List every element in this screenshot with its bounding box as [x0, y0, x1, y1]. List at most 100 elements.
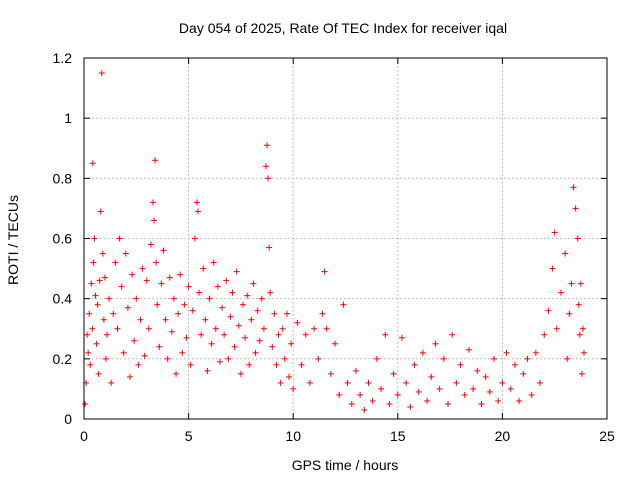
data-point — [173, 370, 180, 377]
data-point — [179, 349, 186, 356]
data-point — [419, 349, 426, 356]
data-point — [118, 283, 125, 290]
data-point — [378, 385, 385, 392]
data-point — [286, 373, 293, 380]
data-point — [306, 379, 313, 386]
data-point — [390, 370, 397, 377]
data-point — [551, 229, 558, 236]
data-point — [84, 331, 91, 338]
data-point — [365, 379, 372, 386]
data-point — [553, 325, 560, 332]
data-point — [158, 280, 165, 287]
data-point — [239, 301, 246, 308]
data-point — [357, 391, 364, 398]
data-point — [352, 367, 359, 374]
data-point — [499, 379, 506, 386]
data-point — [175, 310, 182, 317]
data-point — [86, 310, 93, 317]
data-point — [373, 355, 380, 362]
data-point — [361, 406, 368, 413]
data-point — [449, 331, 456, 338]
data-point — [139, 265, 146, 272]
y-axis-label: ROTI / TECUs — [5, 195, 21, 285]
data-point — [461, 391, 468, 398]
data-point — [150, 199, 157, 206]
data-point — [277, 379, 284, 386]
y-tick-label: 0.6 — [53, 231, 73, 247]
data-point — [428, 373, 435, 380]
data-point — [242, 334, 249, 341]
data-point — [271, 310, 278, 317]
data-point — [520, 370, 527, 377]
data-point — [94, 301, 101, 308]
data-point — [95, 370, 102, 377]
data-point — [263, 163, 270, 170]
data-point — [394, 391, 401, 398]
data-point — [415, 388, 422, 395]
data-point — [470, 385, 477, 392]
data-point — [254, 307, 261, 314]
data-point — [574, 235, 581, 242]
data-point — [195, 208, 202, 215]
data-point — [398, 334, 405, 341]
data-point — [323, 325, 330, 332]
data-point — [87, 361, 94, 368]
data-point — [266, 244, 273, 251]
data-point — [541, 331, 548, 338]
data-point — [191, 235, 198, 242]
data-point — [269, 343, 276, 350]
data-point — [482, 373, 489, 380]
data-point — [116, 235, 123, 242]
data-point — [267, 289, 274, 296]
data-point — [315, 355, 322, 362]
data-point — [403, 379, 410, 386]
data-point — [129, 271, 136, 278]
data-point — [108, 379, 115, 386]
data-point — [124, 304, 131, 311]
data-point — [495, 397, 502, 404]
data-point — [145, 325, 152, 332]
data-point — [564, 355, 571, 362]
data-point — [252, 349, 259, 356]
data-point — [440, 355, 447, 362]
data-point — [164, 355, 171, 362]
data-point — [102, 355, 109, 362]
data-point — [104, 331, 111, 338]
data-point — [227, 313, 234, 320]
data-point — [568, 280, 575, 287]
data-point — [114, 325, 121, 332]
data-point — [369, 397, 376, 404]
data-point — [162, 316, 169, 323]
data-point — [147, 241, 154, 248]
data-point — [235, 322, 242, 329]
data-point — [294, 319, 301, 326]
data-point — [336, 391, 343, 398]
data-point — [151, 217, 158, 224]
data-point — [137, 316, 144, 323]
data-point — [131, 337, 138, 344]
data-point — [258, 295, 265, 302]
data-point — [127, 373, 134, 380]
data-point — [283, 310, 290, 317]
data-point — [478, 400, 485, 407]
data-point — [152, 157, 159, 164]
data-point — [321, 268, 328, 275]
data-point — [91, 235, 98, 242]
data-point — [202, 316, 209, 323]
data-point — [237, 370, 244, 377]
data-point — [549, 265, 556, 272]
y-tick-label: 1.2 — [53, 50, 73, 66]
data-point — [122, 250, 129, 257]
data-point — [432, 340, 439, 347]
data-point — [348, 400, 355, 407]
data-point — [189, 307, 196, 314]
data-point — [106, 295, 113, 302]
data-point — [229, 289, 236, 296]
data-point — [503, 349, 510, 356]
data-point — [156, 343, 163, 350]
data-point — [160, 247, 167, 254]
data-point — [153, 259, 160, 266]
data-point — [344, 379, 351, 386]
data-point — [486, 388, 493, 395]
